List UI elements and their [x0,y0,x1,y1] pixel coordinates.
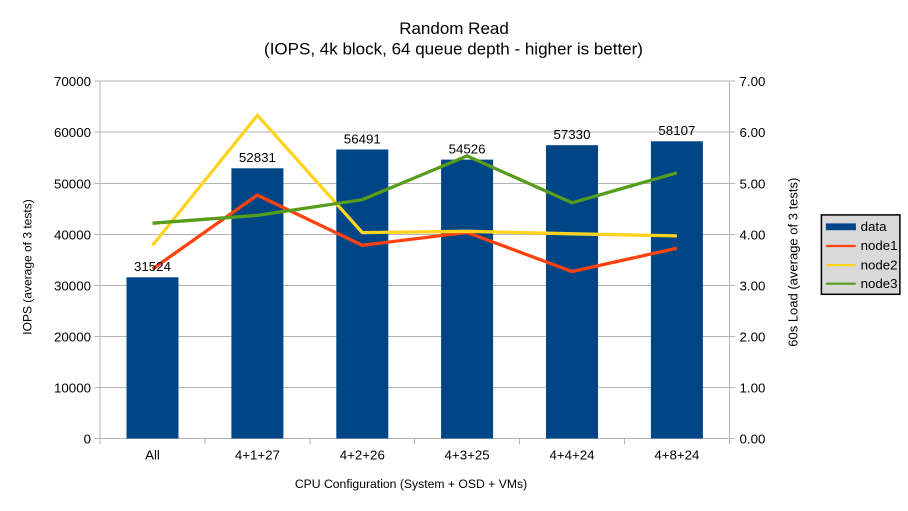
svg-text:58107: 58107 [658,123,695,138]
svg-text:node2: node2 [861,257,898,272]
svg-text:4+2+26: 4+2+26 [340,448,385,463]
svg-text:node3: node3 [861,276,898,291]
svg-text:node1: node1 [861,238,898,253]
svg-text:data: data [861,219,887,234]
svg-text:4.00: 4.00 [740,227,766,242]
svg-text:50000: 50000 [54,176,91,191]
svg-text:0.00: 0.00 [740,432,766,447]
svg-text:60000: 60000 [54,125,91,140]
svg-text:20000: 20000 [54,329,91,344]
svg-text:40000: 40000 [54,227,91,242]
svg-text:31524: 31524 [134,259,171,274]
svg-text:4+8+24: 4+8+24 [654,448,699,463]
svg-text:2.00: 2.00 [740,329,766,344]
svg-text:57330: 57330 [554,127,591,142]
svg-text:Random Read: Random Read [399,19,509,38]
svg-text:3.00: 3.00 [740,278,766,293]
svg-text:4+1+27: 4+1+27 [235,448,280,463]
svg-text:7.00: 7.00 [740,74,766,89]
svg-text:(IOPS, 4k block, 64 queue dept: (IOPS, 4k block, 64 queue depth - higher… [264,39,643,58]
svg-text:52831: 52831 [239,150,276,165]
svg-text:CPU Configuration (System + OS: CPU Configuration (System + OSD + VMs) [295,477,527,491]
svg-text:4+4+24: 4+4+24 [549,448,594,463]
svg-text:0: 0 [84,432,91,447]
svg-text:54526: 54526 [449,141,486,156]
svg-text:30000: 30000 [54,278,91,293]
svg-text:IOPS (average of 3 tests): IOPS (average of 3 tests) [21,199,35,334]
svg-text:5.00: 5.00 [740,176,766,191]
svg-text:4+3+25: 4+3+25 [445,448,490,463]
svg-text:60s Load (average of 3 tests): 60s Load (average of 3 tests) [785,178,800,347]
svg-text:6.00: 6.00 [740,125,766,140]
svg-text:1.00: 1.00 [740,381,766,396]
svg-text:All: All [145,448,160,463]
svg-text:10000: 10000 [54,381,91,396]
svg-text:56491: 56491 [344,131,381,146]
svg-text:70000: 70000 [54,74,91,89]
